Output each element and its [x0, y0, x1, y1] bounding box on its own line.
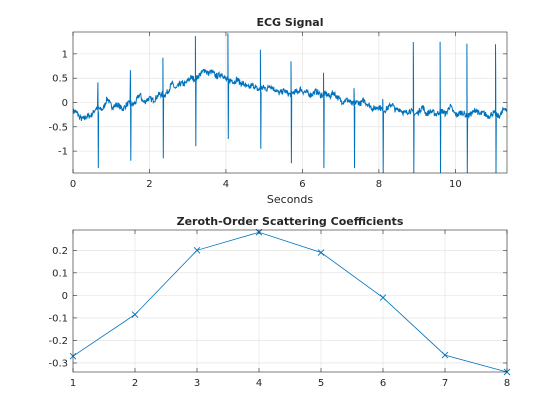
ax1-ytick-label: 0.5 — [52, 74, 68, 85]
ax1-ytick-label: 1 — [62, 49, 68, 60]
ecg-xlabel: Seconds — [267, 193, 313, 206]
ax1-ytick-label: -0.5 — [48, 122, 68, 133]
ax2-ytick-label: -0.3 — [48, 358, 68, 369]
scattering-ticks: 1 2 3 4 5 6 7 8 -0.3 -0.2 -0.1 0 0.1 0.2 — [48, 230, 510, 389]
ecg-ticks: 0 2 4 6 8 10 -1 -0.5 0 0.5 1 — [48, 32, 507, 190]
scattering-series-line — [72, 231, 508, 373]
ax1-xtick-label: 8 — [376, 179, 382, 190]
ecg-axes: 0 2 4 6 8 10 -1 -0.5 0 0.5 1 ECG Signal Seconds — [48, 16, 508, 206]
scattering-point-marker — [317, 249, 325, 256]
ax2-xtick-label: 7 — [442, 378, 448, 389]
ax1-xtick-label: 10 — [449, 179, 462, 190]
ax2-ytick-label: -0.2 — [48, 336, 68, 347]
scattering-series-group — [69, 228, 511, 376]
scattering-point-marker — [441, 351, 449, 359]
ax1-xtick-label: 0 — [70, 179, 76, 190]
ax1-xtick-label: 6 — [299, 179, 305, 190]
ax2-xtick-label: 2 — [132, 378, 138, 389]
ecg-series-group — [73, 33, 507, 173]
scattering-point-marker — [131, 311, 139, 318]
ax1-xtick-label: 2 — [146, 179, 152, 190]
ax2-xtick-label: 8 — [504, 378, 510, 389]
ecg-grid — [72, 32, 507, 173]
ax2-ytick-label: -0.1 — [48, 313, 68, 324]
scattering-axes-box — [72, 229, 508, 373]
scattering-grid — [72, 230, 508, 372]
scattering-plot-area — [73, 230, 507, 372]
ecg-title: ECG Signal — [256, 16, 323, 29]
ecg-signal-line — [73, 33, 507, 173]
ax2-ytick-label: 0 — [62, 291, 68, 302]
scattering-axes: 1 2 3 4 5 6 7 8 -0.3 -0.2 -0.1 0 0.1 0.2 Zeroth-Order… — [48, 215, 511, 389]
scattering-point-marker — [379, 294, 387, 301]
ax1-ytick-label: 0 — [62, 98, 68, 109]
ax2-xtick-label: 5 — [318, 378, 324, 389]
ax2-xtick-label: 6 — [380, 378, 386, 389]
scattering-title: Zeroth-Order Scattering Coefficients — [177, 215, 404, 228]
ax1-xtick-label: 4 — [223, 179, 229, 190]
ax2-xtick-label: 3 — [194, 378, 200, 389]
ax1-ytick-label: -1 — [58, 147, 68, 158]
ax2-ytick-label: 0.2 — [52, 246, 68, 257]
ax2-xtick-label: 1 — [70, 378, 76, 389]
ax2-ytick-label: 0.1 — [52, 268, 68, 279]
scattering-point-marker — [193, 246, 201, 254]
ax2-xtick-label: 4 — [256, 378, 262, 389]
